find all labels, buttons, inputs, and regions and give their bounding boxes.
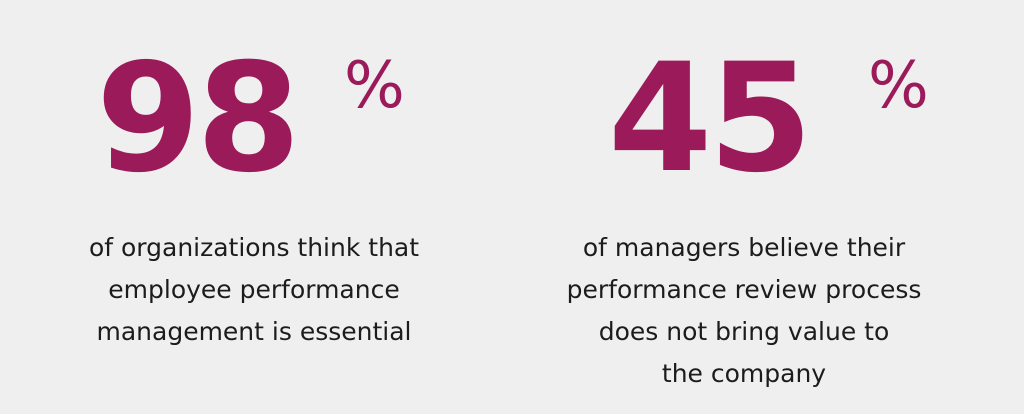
stat-figure: 98 % <box>14 44 494 194</box>
stat-caption: of organizations think that employee per… <box>14 227 494 353</box>
caption-line: performance review process <box>566 275 922 304</box>
caption-line: of organizations think that <box>88 233 420 262</box>
caption-line: employee performance <box>108 275 400 304</box>
caption-line: does not bring value to <box>598 317 890 346</box>
percent-sign: % <box>868 49 929 123</box>
percent-sign: % <box>344 49 405 123</box>
stat-number: 45 <box>608 32 813 206</box>
stat-caption: of managers believe their performance re… <box>504 227 984 395</box>
caption-line: the company <box>661 359 827 388</box>
caption-line: of managers believe their <box>582 233 906 262</box>
stat-figure: 45 % <box>504 44 984 194</box>
stat-number: 98 <box>96 32 301 206</box>
caption-line: management is essential <box>96 317 412 346</box>
